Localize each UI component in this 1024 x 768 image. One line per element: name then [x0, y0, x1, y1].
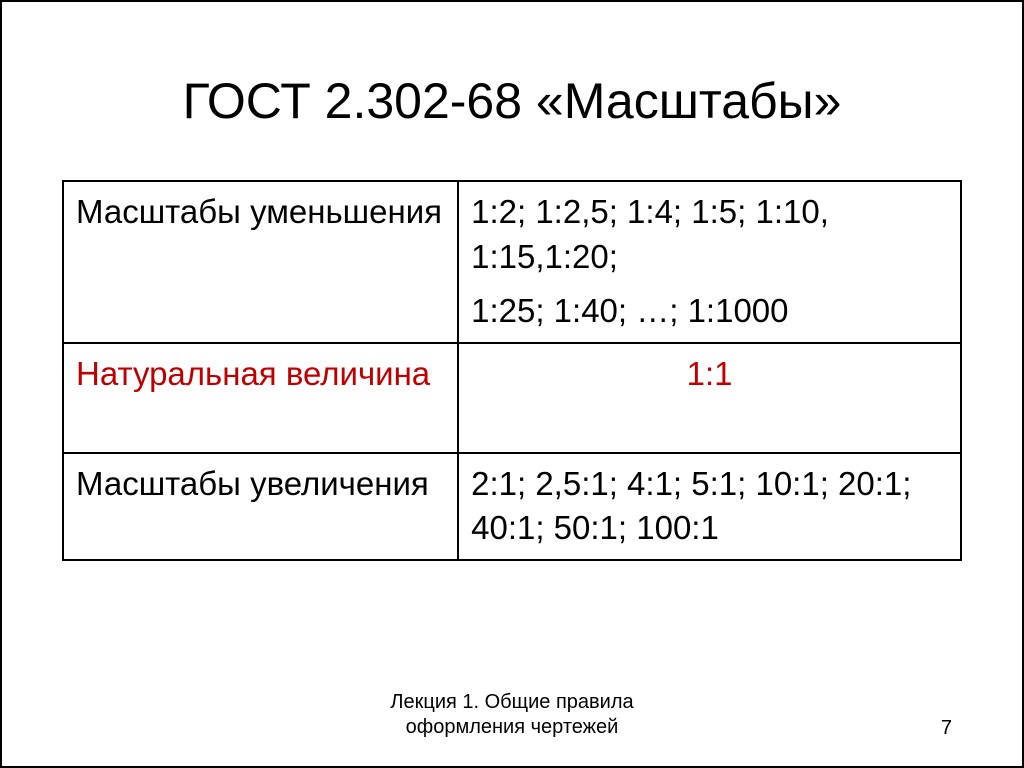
slide-page: ГОСТ 2.302-68 «Масштабы» Масштабы уменьш…: [0, 0, 1024, 768]
footer-line2: оформления чертежей: [112, 715, 912, 740]
table-row: Натуральная величина 1:1: [63, 343, 961, 453]
slide-title: ГОСТ 2.302-68 «Масштабы»: [62, 72, 962, 130]
footer-caption: Лекция 1. Общие правила оформления черте…: [112, 690, 912, 740]
table-row: Масштабы увеличения 2:1; 2,5:1; 4:1; 5:1…: [63, 453, 961, 560]
row0-value-line2: 1:25; 1:40; …; 1:1000: [471, 289, 948, 334]
slide-footer: Лекция 1. Общие правила оформления черте…: [62, 690, 962, 746]
row0-label: Масштабы уменьшения: [63, 181, 458, 343]
scales-table: Масштабы уменьшения 1:2; 1:2,5; 1:4; 1:5…: [62, 180, 962, 561]
row2-value: 2:1; 2,5:1; 4:1; 5:1; 10:1; 20:1; 40:1; …: [458, 453, 961, 560]
row2-label: Масштабы увеличения: [63, 453, 458, 560]
table-row: Масштабы уменьшения 1:2; 1:2,5; 1:4; 1:5…: [63, 181, 961, 343]
row0-value-line1: 1:2; 1:2,5; 1:4; 1:5; 1:10, 1:15,1:20;: [471, 190, 948, 279]
row0-value: 1:2; 1:2,5; 1:4; 1:5; 1:10, 1:15,1:20; 1…: [458, 181, 961, 343]
row1-label: Натуральная величина: [63, 343, 458, 453]
page-number: 7: [912, 717, 952, 740]
footer-line1: Лекция 1. Общие правила: [112, 690, 912, 715]
row1-value: 1:1: [458, 343, 961, 453]
